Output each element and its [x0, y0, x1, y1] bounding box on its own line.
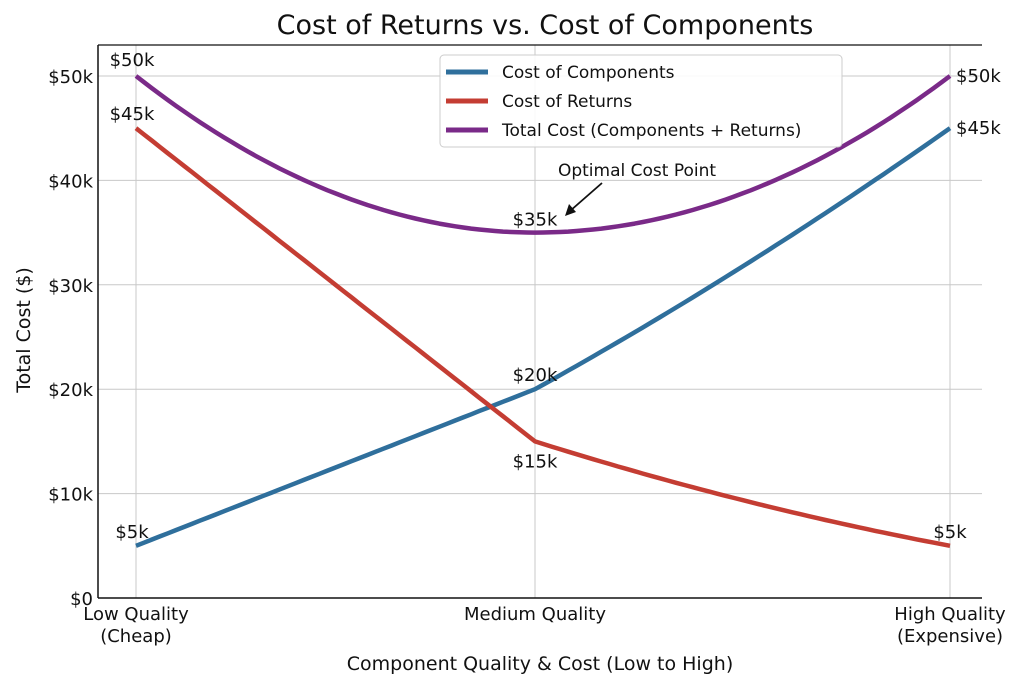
data-label: $20k	[513, 365, 558, 386]
data-label: $5k	[115, 522, 149, 543]
y-axis-label: Total Cost ($)	[13, 267, 35, 394]
series-line-2	[134, 74, 952, 235]
y-tick-label: $30k	[48, 276, 93, 297]
annotation-arrowhead	[565, 204, 576, 216]
x-tick-label: Medium Quality	[464, 604, 606, 625]
series-line-0	[135, 126, 952, 548]
data-label: $35k	[513, 210, 558, 231]
x-tick-label: Low Quality (Cheap)	[83, 604, 189, 647]
annotation-text: Optimal Cost Point	[558, 161, 716, 181]
x-tick-label: High Quality (Expensive)	[894, 604, 1006, 647]
legend-box	[439, 54, 843, 148]
y-tick-label: $10k	[48, 485, 93, 506]
annotation-arrow	[569, 182, 603, 212]
legend-label: Cost of Components	[502, 63, 675, 83]
chart-title: Cost of Returns vs. Cost of Components	[277, 10, 814, 41]
data-label: $50k	[110, 50, 155, 71]
legend-label: Cost of Returns	[502, 92, 632, 112]
y-tick-label: $50k	[48, 67, 93, 88]
data-label: $15k	[513, 451, 558, 472]
data-label: $50k	[956, 66, 1001, 87]
y-tick-label: $20k	[48, 380, 93, 401]
data-label: $5k	[933, 522, 967, 543]
data-label: $45k	[956, 118, 1001, 139]
legend-label: Total Cost (Components + Returns)	[501, 121, 801, 141]
data-label: $45k	[110, 104, 155, 125]
y-tick-label: $0	[70, 589, 93, 610]
x-axis-label: Component Quality & Cost (Low to High)	[347, 653, 733, 675]
y-tick-label: $40k	[48, 171, 93, 192]
series-line-1	[134, 126, 951, 549]
